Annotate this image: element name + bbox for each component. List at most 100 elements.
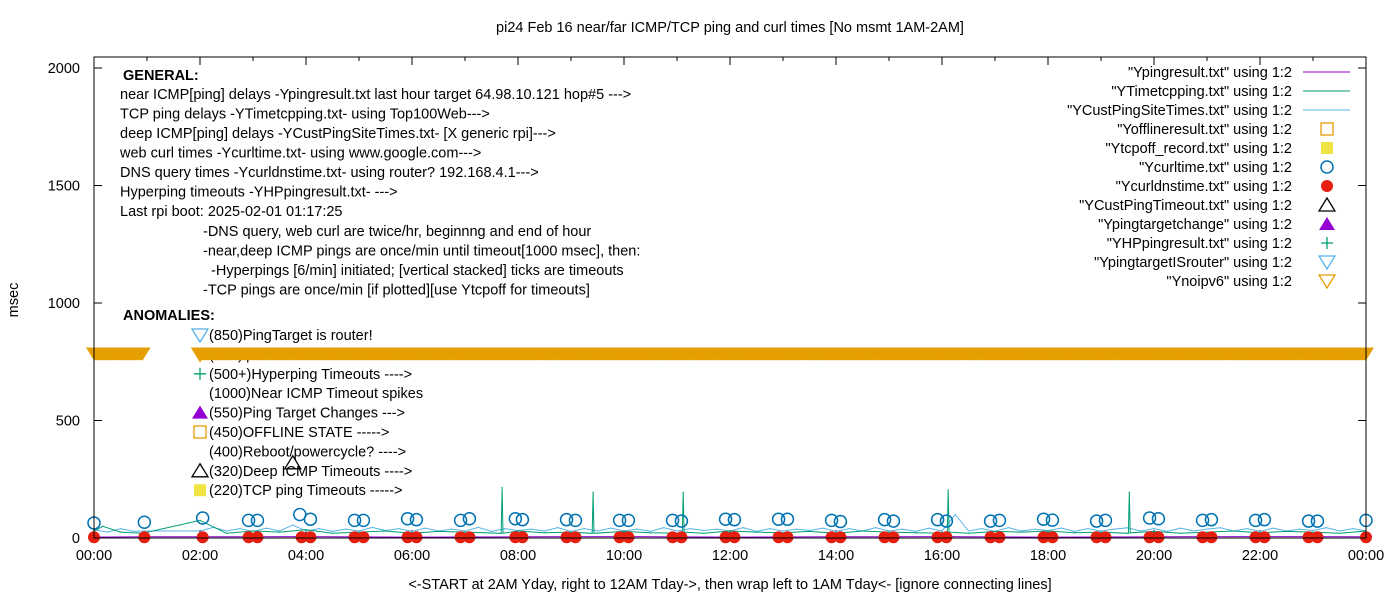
ycustpingsitetimes-point xyxy=(742,527,744,529)
curl-time-point xyxy=(886,514,901,528)
ycustpingsitetimes-point xyxy=(795,528,797,530)
ytimetcpping-point xyxy=(119,531,122,533)
ycustpingsitetimes-point xyxy=(583,528,585,530)
ycustpingsitetimes-point xyxy=(875,527,877,529)
legend-label: "Ynoipv6" using 1:2 xyxy=(1166,274,1292,290)
dns-time-point xyxy=(781,531,794,544)
legend-marker-icon xyxy=(1317,196,1337,212)
dns-time-point xyxy=(675,531,688,544)
ytimetcpping-point xyxy=(501,486,503,489)
curl-time-point xyxy=(612,513,627,528)
dns-time-point xyxy=(1099,531,1112,544)
ytimetcpping-point xyxy=(1206,531,1208,533)
x-tick-label: 18:00 xyxy=(1030,548,1066,564)
ycustpingsitetimes-point xyxy=(1206,528,1208,530)
ycustpingsitetimes-point xyxy=(331,530,334,533)
ytimetcpping-point xyxy=(755,531,758,533)
ycustpingsitetimes-point xyxy=(1325,527,1327,529)
legend-marker-icon xyxy=(1321,142,1333,154)
dns-time-point xyxy=(410,531,423,544)
ycustpingsitetimes-point xyxy=(477,526,479,529)
dns-time-point xyxy=(984,531,997,544)
ytimetcpping-point xyxy=(199,519,201,521)
axes: 0 500 1000 1500 2000 00:00 02:00 04:00 06:00 08:0… xyxy=(48,57,1384,564)
dns-time-point xyxy=(622,531,635,544)
ycustpingsitetimes-point xyxy=(1246,528,1248,530)
ycustpingsitetimes-point xyxy=(941,530,943,532)
ytimetcpping-point xyxy=(1100,531,1102,533)
x-axis-label: <-START at 2AM Yday, right to 12AM Tday-… xyxy=(408,577,1051,593)
y-tick-label: 1000 xyxy=(48,296,80,312)
anomaly-marker-icon xyxy=(194,367,206,380)
dns-time-point xyxy=(878,531,891,544)
general-heading: GENERAL: xyxy=(123,68,199,84)
anomaly-marker-icon xyxy=(190,328,210,344)
ytimetcpping-point xyxy=(1179,532,1182,534)
ycustpingsitetimes-point xyxy=(490,530,493,533)
y-tick-label: 2000 xyxy=(48,61,80,77)
ycustpingsitetimes-point xyxy=(954,513,956,516)
dns-time-point xyxy=(357,531,370,544)
ycustpingsitetimes-point xyxy=(1193,530,1195,532)
curl-time-point xyxy=(727,512,742,527)
general-line: Last rpi boot: 2025-02-01 01:17:25 xyxy=(120,204,343,220)
curl-time-point xyxy=(665,513,680,528)
anomaly-marker-icon xyxy=(193,425,207,439)
ytimetcpping-point xyxy=(967,532,970,534)
ytimetcpping-point xyxy=(1073,532,1076,534)
legend-marker-icon xyxy=(1320,122,1334,136)
y-axis-label: msec xyxy=(6,283,22,318)
curl-time-point xyxy=(824,513,839,528)
legend-label: "Ypingtargetchange" using 1:2 xyxy=(1098,217,1292,233)
ytimetcpping-point xyxy=(947,489,949,491)
chart-title: pi24 Feb 16 near/far ICMP/TCP ping and c… xyxy=(496,20,964,36)
curl-time-point xyxy=(515,512,530,527)
dns-time-point xyxy=(993,531,1006,544)
ycustpingsitetimes-point xyxy=(1219,527,1221,529)
legend-label: "Ycurltime.txt" using 1:2 xyxy=(1139,160,1292,176)
ycustpingsitetimes-point xyxy=(689,528,691,530)
x-tick-label: 02:00 xyxy=(182,548,218,564)
y-tick-label: 0 xyxy=(72,531,80,547)
curl-time-point xyxy=(718,512,733,526)
legend-marker-icon xyxy=(1320,160,1334,174)
ycustpingsitetimes-point xyxy=(981,528,983,530)
x-tick-label: 14:00 xyxy=(818,548,854,564)
ycustpingsitetimes-point xyxy=(305,530,307,532)
legend-label: "Yofflineresult.txt" using 1:2 xyxy=(1117,122,1292,138)
ycustpingsitetimes-point xyxy=(928,527,930,529)
note-line: -Hyperpings [6/min] initiated; [vertical… xyxy=(203,263,624,279)
dns-time-point xyxy=(560,531,573,544)
curl-time-point xyxy=(1248,513,1263,528)
ycustpingsitetimes-point xyxy=(141,530,144,532)
ycustpingsitetimes-point xyxy=(596,530,599,532)
ycustpingsitetimes-point xyxy=(1166,530,1168,533)
y-tick-label: 1500 xyxy=(48,179,80,195)
legend-label: "YCustPingSiteTimes.txt" using 1:2 xyxy=(1067,103,1292,119)
curl-time-point xyxy=(1310,514,1325,528)
noipv6-point xyxy=(134,347,151,361)
ytimetcpping-point xyxy=(517,530,519,532)
ycustpingsitetimes-point xyxy=(676,530,678,532)
y-tick-label: 500 xyxy=(56,414,80,430)
dns-time-point xyxy=(242,531,255,544)
curl-time-point xyxy=(1204,512,1219,527)
ytimetcpping-point xyxy=(1129,532,1131,534)
curl-time-point xyxy=(1089,514,1104,528)
ycustpingsitetimes-point xyxy=(530,528,532,530)
ycustpingsitetimes-point xyxy=(318,528,320,530)
dns-time-point xyxy=(196,531,209,544)
ytimetcpping-point xyxy=(1128,491,1130,493)
ycustpingsitetimes-point xyxy=(1179,527,1182,529)
ycustpingsitetimes-point xyxy=(239,528,241,530)
legend-marker-icon xyxy=(1317,274,1337,290)
ycustpingsitetimes-point xyxy=(265,527,267,529)
curl-time-point xyxy=(877,512,892,527)
ycustpingsitetimes-point xyxy=(610,527,612,529)
ycustpingsitetimes-point xyxy=(769,528,771,530)
ycustpingsitetimes-point xyxy=(1140,530,1142,532)
ycustpingsitetimes-point xyxy=(1007,527,1009,529)
ytimetcpping-point xyxy=(861,530,864,532)
x-tick-label: 08:00 xyxy=(500,548,536,564)
general-line: DNS query times -Ycurldnstime.txt- using… xyxy=(120,165,539,181)
